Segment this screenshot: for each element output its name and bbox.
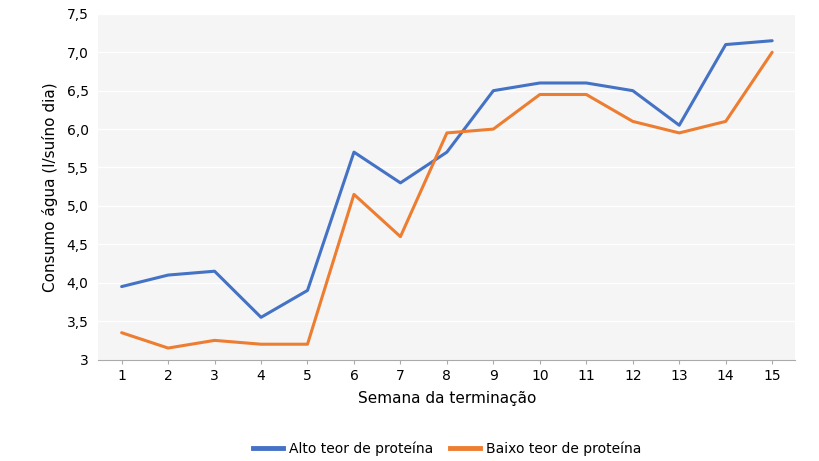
Alto teor de proteína: [720, 42, 730, 47]
Baixo teor de proteína: [767, 49, 776, 55]
Baixo teor de proteína: [210, 337, 219, 343]
Line: Alto teor de proteína: Alto teor de proteína: [121, 41, 771, 317]
Baixo teor de proteína: [488, 126, 498, 132]
Baixo teor de proteína: [256, 342, 265, 347]
Alto teor de proteína: [581, 80, 590, 86]
Alto teor de proteína: [395, 180, 405, 186]
Alto teor de proteína: [488, 88, 498, 94]
Baixo teor de proteína: [581, 92, 590, 97]
Alto teor de proteína: [210, 268, 219, 274]
Baixo teor de proteína: [395, 234, 405, 239]
Legend: Alto teor de proteína, Baixo teor de proteína: Alto teor de proteína, Baixo teor de pro…: [247, 436, 646, 461]
Y-axis label: Consumo água (l/suíno dia): Consumo água (l/suíno dia): [43, 82, 58, 291]
Baixo teor de proteína: [720, 118, 730, 124]
Baixo teor de proteína: [534, 92, 544, 97]
Line: Baixo teor de proteína: Baixo teor de proteína: [121, 52, 771, 348]
Alto teor de proteína: [163, 272, 173, 278]
Alto teor de proteína: [767, 38, 776, 43]
Alto teor de proteína: [302, 288, 312, 293]
Alto teor de proteína: [627, 88, 637, 94]
X-axis label: Semana da terminação: Semana da terminação: [357, 391, 536, 406]
Alto teor de proteína: [116, 284, 126, 290]
Baixo teor de proteína: [441, 130, 451, 136]
Baixo teor de proteína: [349, 192, 359, 197]
Alto teor de proteína: [349, 149, 359, 155]
Baixo teor de proteína: [673, 130, 683, 136]
Baixo teor de proteína: [302, 342, 312, 347]
Alto teor de proteína: [441, 149, 451, 155]
Alto teor de proteína: [256, 314, 265, 320]
Baixo teor de proteína: [627, 118, 637, 124]
Baixo teor de proteína: [163, 345, 173, 351]
Baixo teor de proteína: [116, 330, 126, 336]
Alto teor de proteína: [673, 123, 683, 128]
Alto teor de proteína: [534, 80, 544, 86]
